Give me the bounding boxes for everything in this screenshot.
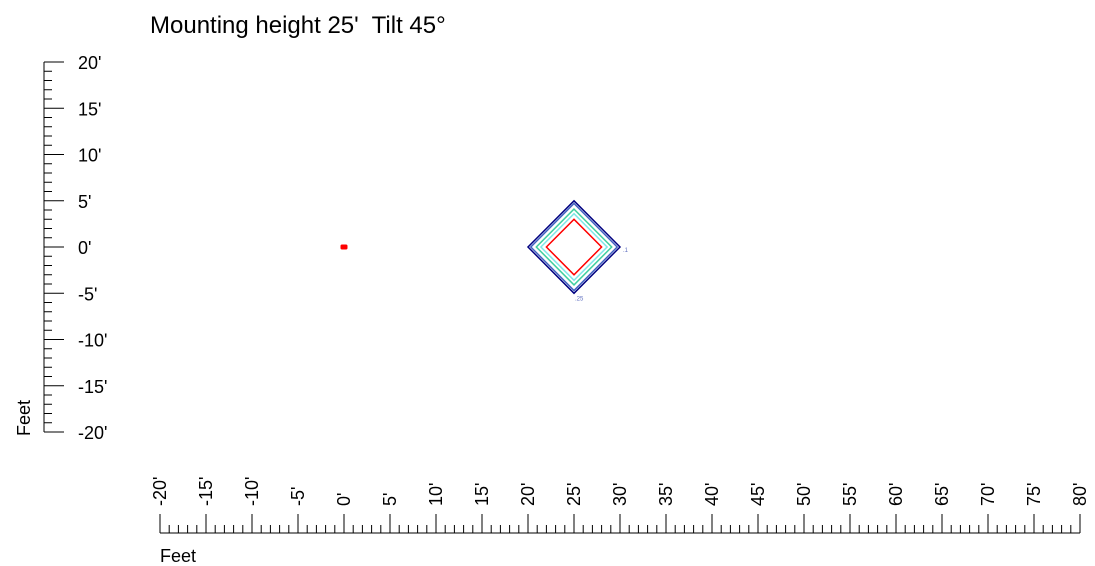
x-axis: -20' -15' -10' -5' 0' 5' 10' 15' 20' 25' 30' 35' 40'…	[150, 477, 1090, 534]
x-tick-label: 60'	[886, 483, 906, 506]
y-axis: 20' 15' 10' 5' 0' -5' -10' -15' -20'	[43, 53, 107, 443]
y-tick-label: 20'	[78, 53, 101, 73]
contour-line	[535, 208, 613, 286]
contour-line	[526, 199, 622, 295]
contour-line	[529, 202, 619, 292]
x-tick-label: 50'	[794, 483, 814, 506]
x-tick-label: 0'	[334, 493, 354, 506]
x-tick-label: -10'	[242, 477, 262, 506]
x-tick-label: -20'	[150, 477, 170, 506]
x-tick-label: 75'	[1024, 483, 1044, 506]
x-axis-label: Feet	[160, 546, 196, 566]
x-tick-label: 35'	[656, 483, 676, 506]
chart-title: Mounting height 25' Tilt 45°	[150, 12, 446, 39]
y-tick-label: -5'	[78, 284, 97, 304]
x-tick-label: 20'	[518, 483, 538, 506]
x-tick-label: 65'	[932, 483, 952, 506]
isofootcandle-contours: .1 .25	[526, 199, 629, 302]
y-tick-label: 0'	[78, 238, 91, 258]
x-tick-label: 5'	[380, 493, 400, 506]
x-tick-label: 70'	[978, 483, 998, 506]
x-tick-label: 40'	[702, 483, 722, 506]
x-tick-label: -5'	[288, 487, 308, 506]
y-tick-label: -10'	[78, 331, 107, 351]
y-tick-label: 5'	[78, 192, 91, 212]
contour-line	[539, 212, 609, 282]
y-tick-label: -20'	[78, 423, 107, 443]
x-tick-label: 80'	[1070, 483, 1090, 506]
contour-line	[545, 218, 603, 276]
x-tick-label: 10'	[426, 483, 446, 506]
luminaire-marker	[340, 244, 348, 250]
x-tick-label: -15'	[196, 477, 216, 506]
y-tick-label: 15'	[78, 99, 101, 119]
contour-label: .1	[623, 248, 629, 254]
x-tick-label: 25'	[564, 483, 584, 506]
y-tick-label: -15'	[78, 377, 107, 397]
luminaire-dot	[340, 244, 348, 250]
y-tick-label: 10'	[78, 146, 101, 166]
x-tick-label: 30'	[610, 483, 630, 506]
contour-label: .25	[575, 296, 584, 302]
x-tick-label: 15'	[472, 483, 492, 506]
x-tick-label: 45'	[748, 483, 768, 506]
x-tick-label: 55'	[840, 483, 860, 506]
y-axis-label: Feet	[14, 400, 34, 436]
